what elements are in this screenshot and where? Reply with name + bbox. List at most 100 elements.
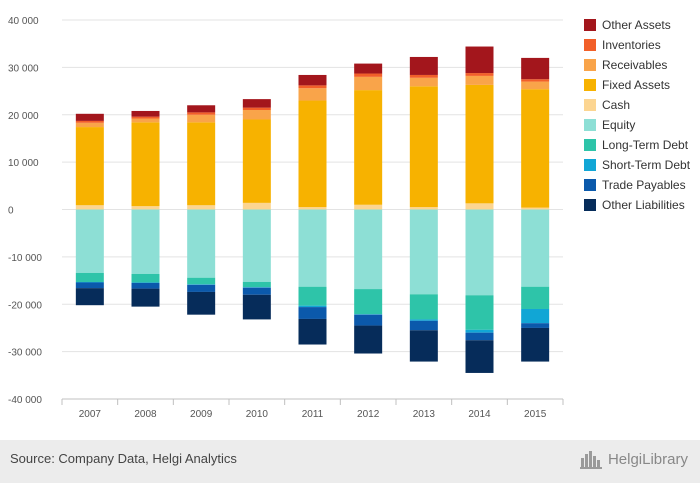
bar-segment xyxy=(409,74,438,78)
bar-segment xyxy=(521,308,550,324)
bar-segment xyxy=(409,209,438,295)
bar-segment xyxy=(298,209,327,287)
bar-segment xyxy=(242,119,271,203)
bar-segment xyxy=(409,294,438,320)
bar-segment xyxy=(465,295,494,330)
bar-segment xyxy=(409,319,438,321)
bar-segment xyxy=(521,286,550,309)
legend-label: Equity xyxy=(602,118,636,132)
bar-segment xyxy=(298,207,327,210)
bar-segment xyxy=(187,122,216,206)
bar-segment xyxy=(75,272,104,282)
bar-segment xyxy=(409,86,438,208)
bar-segment xyxy=(75,209,104,273)
footer: Source: Company Data, Helgi Analytics He… xyxy=(0,440,700,483)
x-tick-label: 2013 xyxy=(413,409,436,420)
bar-segment xyxy=(242,294,271,320)
legend-item: Trade Payables xyxy=(584,175,690,195)
legend-label: Other Liabilities xyxy=(602,198,685,212)
bar-segment xyxy=(242,99,271,108)
x-tick-label: 2014 xyxy=(468,409,491,420)
bar-segment xyxy=(354,209,383,290)
bar-segment xyxy=(521,209,550,287)
bar-segment xyxy=(242,209,271,282)
bar-segment xyxy=(298,88,327,101)
y-tick-label: 20 000 xyxy=(8,111,39,122)
legend-swatch xyxy=(584,139,596,151)
legend-item: Inventories xyxy=(584,35,690,55)
bar-segment xyxy=(298,318,327,345)
bar-segment xyxy=(465,332,494,341)
bar-segment xyxy=(354,90,383,205)
bar-segment xyxy=(75,205,104,210)
y-tick-label: 40 000 xyxy=(8,16,39,27)
legend-item: Other Assets xyxy=(584,15,690,35)
legend-item: Short-Term Debt xyxy=(584,155,690,175)
x-tick-label: 2009 xyxy=(190,409,213,420)
x-tick-label: 2015 xyxy=(524,409,547,420)
bar-segment xyxy=(242,281,271,288)
legend-item: Fixed Assets xyxy=(584,75,690,95)
bar-segment xyxy=(521,57,550,80)
legend-item: Cash xyxy=(584,95,690,115)
bar-segment xyxy=(354,73,383,77)
bar-segment xyxy=(521,323,550,328)
bar-segment xyxy=(187,112,216,115)
y-tick-label: 30 000 xyxy=(8,63,39,74)
x-tick-label: 2012 xyxy=(357,409,380,420)
bar-segment xyxy=(298,85,327,89)
legend-item: Long-Term Debt xyxy=(584,135,690,155)
bar-segment xyxy=(465,84,494,204)
bar-segment xyxy=(131,110,160,117)
bar-segment xyxy=(521,207,550,210)
x-tick-label: 2007 xyxy=(79,409,102,420)
bar-segment xyxy=(354,63,383,74)
bar-segment xyxy=(131,209,160,274)
bar-segment xyxy=(298,307,327,319)
bar-segment xyxy=(409,77,438,87)
bar-segment xyxy=(242,110,271,120)
bar-segment xyxy=(187,291,216,315)
city-skyline-icon xyxy=(579,451,602,469)
legend-item: Other Liabilities xyxy=(584,195,690,215)
legend-item: Receivables xyxy=(584,55,690,75)
y-tick-label: -10 000 xyxy=(8,253,42,264)
x-tick-label: 2008 xyxy=(134,409,157,420)
legend-label: Inventories xyxy=(602,38,661,52)
stacked-bar-chart: 40 000 30 000 20 000 10 000 0 -10 000 -20 000 -… xyxy=(8,16,564,420)
y-tick-label: 0 xyxy=(8,206,14,217)
bar-segment xyxy=(354,289,383,315)
brand-name: HelgiLibrary xyxy=(607,450,688,468)
bar-segment xyxy=(187,105,216,113)
legend-label: Receivables xyxy=(602,58,668,72)
legend: Other Assets Inventories Receivables Fixed … xyxy=(584,15,690,215)
bar-segment xyxy=(131,118,160,123)
bar-segment xyxy=(354,204,383,210)
bar-segment xyxy=(521,327,550,362)
bar-segment xyxy=(242,202,271,210)
bar-segment xyxy=(409,330,438,362)
y-tick-label: -30 000 xyxy=(8,348,42,359)
bar-segment xyxy=(465,75,494,85)
bar-segment xyxy=(354,314,383,326)
brand-logo: HelgiLibrary xyxy=(579,449,688,469)
bar-segment xyxy=(75,127,104,206)
bar-segment xyxy=(465,329,494,333)
bar-segment xyxy=(465,209,494,296)
bar-segment xyxy=(298,286,327,306)
bar-segment xyxy=(409,320,438,331)
legend-swatch xyxy=(584,19,596,31)
bar-segment xyxy=(75,122,104,128)
bar-segment xyxy=(409,207,438,210)
legend-swatch xyxy=(584,179,596,191)
axes: 40 000 30 000 20 000 10 000 0 -10 000 -20 000 -… xyxy=(8,16,564,420)
bar-segment xyxy=(75,113,104,121)
bar-segment xyxy=(465,340,494,373)
bar-segment xyxy=(131,116,160,119)
x-tick-label: 2011 xyxy=(302,409,324,420)
bar-segment xyxy=(75,120,104,123)
legend-item: Equity xyxy=(584,115,690,135)
bar-segment xyxy=(75,282,104,289)
legend-label: Short-Term Debt xyxy=(602,158,691,172)
y-tick-label: -40 000 xyxy=(8,395,42,406)
